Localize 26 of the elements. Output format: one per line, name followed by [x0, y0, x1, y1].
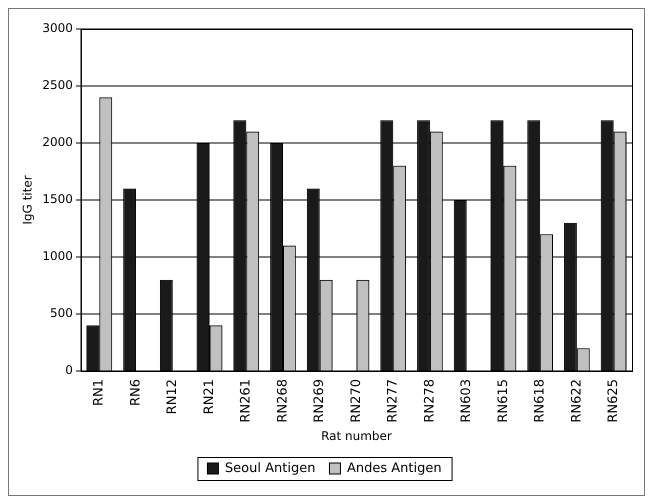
y-tick-label: 2000: [42, 135, 73, 150]
legend-label: Seoul Antigen: [224, 460, 316, 476]
y-tick-label: 2500: [42, 78, 73, 92]
x-tick-label: RN625: [606, 379, 622, 423]
x-tick-label: RN12: [165, 379, 180, 414]
x-tick-label: RN618: [532, 379, 548, 423]
x-tick-label: RN268: [275, 379, 290, 423]
x-tick-label: RN277: [386, 379, 401, 423]
x-tick-label: RN269: [312, 379, 328, 423]
x-tick-label: RN1: [92, 379, 107, 406]
x-axis-title: Rat number: [321, 428, 392, 443]
y-tick-label: 500: [50, 306, 73, 320]
legend-label: Andes Antigen: [346, 460, 442, 476]
y-tick-label: 0: [65, 363, 73, 378]
x-tick-label: RN615: [496, 379, 511, 423]
y-tick-label: 1000: [42, 249, 73, 264]
y-axis-title: IgG titer: [20, 175, 34, 225]
x-tick-label: RN603: [459, 379, 474, 423]
y-tick-label: 1500: [42, 192, 73, 206]
x-tick-label: RN261: [238, 379, 254, 423]
x-tick-label: RN21: [202, 379, 217, 414]
x-tick-label: RN6: [128, 379, 144, 406]
x-tick-label: RN278: [422, 379, 438, 423]
x-tick-label: RN270: [348, 379, 364, 423]
x-tick-label: RN622: [569, 379, 584, 423]
y-tick-label: 3000: [42, 21, 73, 36]
